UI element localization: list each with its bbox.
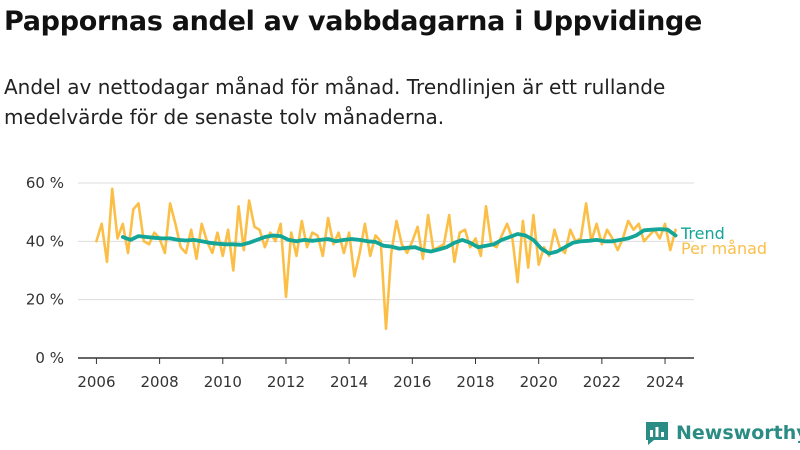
x-tick-label: 2020	[520, 373, 558, 391]
x-tick-label: 2024	[646, 373, 684, 391]
y-tick-label: 0 %	[35, 349, 64, 367]
newsworthy-chart-icon	[646, 422, 668, 445]
y-tick-label: 40 %	[26, 232, 64, 250]
x-tick-label: 2018	[456, 373, 494, 391]
x-tick-label: 2014	[330, 373, 368, 391]
x-tick-label: 2012	[267, 373, 305, 391]
y-tick-label: 20 %	[26, 291, 64, 309]
y-axis-ticks: 0 % 20 % 40 % 60 %	[26, 174, 64, 367]
chart-subtitle: Andel av nettodagar månad för månad. Tre…	[4, 75, 666, 129]
x-tick-label: 2008	[141, 373, 179, 391]
trend-label: Trend	[680, 224, 725, 243]
chart-title: Pappornas andel av vabbdagarna i Uppvidi…	[4, 6, 703, 37]
trend-line	[120, 227, 678, 256]
x-tick-label: 2022	[583, 373, 621, 391]
per-manad-line	[95, 187, 677, 331]
y-tick-label: 60 %	[26, 174, 64, 192]
per-manad-label: Per månad	[681, 239, 767, 258]
x-tick-label: 2010	[204, 373, 242, 391]
newsworthy-logo[interactable]: Newsworthy	[644, 418, 800, 448]
brand-name: Newsworthy	[676, 422, 800, 444]
series-lines	[95, 187, 678, 331]
x-tick-label: 2006	[77, 373, 115, 391]
x-tick-label: 2016	[393, 373, 431, 391]
x-axis-ticks: 2006 2008 2010 2012 2014 2016 2018 2020 2022 2024	[77, 358, 684, 391]
